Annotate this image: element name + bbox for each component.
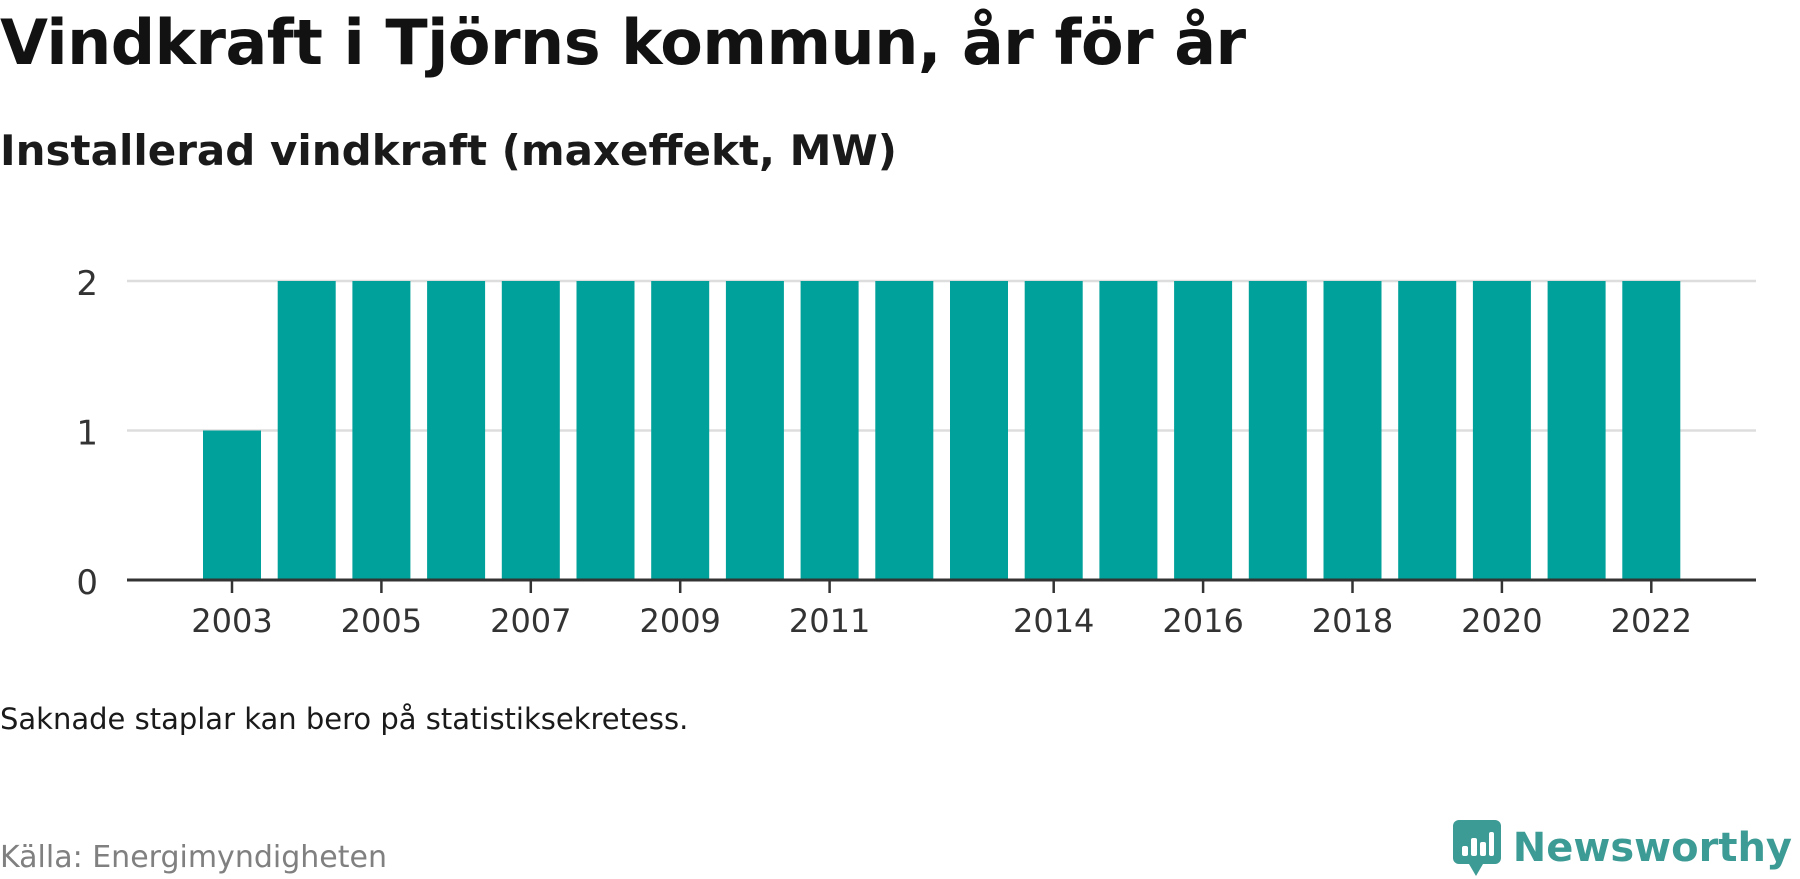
y-tick-labels: 0 1 2 (76, 264, 98, 603)
bar-2016 (1174, 281, 1233, 580)
chart-subtitle: Installerad vindkraft (maxeffekt, MW) (0, 126, 897, 175)
x-tick-label: 2020 (1461, 602, 1542, 640)
bar-2009 (651, 281, 710, 580)
bar-2006 (427, 281, 486, 580)
x-tick-label: 2018 (1312, 602, 1393, 640)
y-tick-label: 1 (76, 414, 98, 454)
x-tick-label: 2016 (1162, 602, 1243, 640)
bar-2011 (800, 281, 859, 580)
bars (203, 281, 1681, 580)
bar-2022 (1622, 281, 1681, 580)
bar-2007 (501, 281, 560, 580)
bar-2005 (352, 281, 411, 580)
bar-2021 (1547, 281, 1606, 580)
axes (127, 578, 1756, 593)
bar-2014 (1024, 281, 1083, 580)
x-tick-label: 2005 (341, 602, 422, 640)
bar-2020 (1472, 281, 1531, 580)
bar-2017 (1248, 281, 1307, 580)
bar-2018 (1323, 281, 1382, 580)
source-credit: Källa: Energimyndigheten (0, 840, 387, 875)
bar-chart: 0 1 2 2003 2005 2007 2009 2011 2014 2016 2018 2020… (76, 264, 1756, 640)
x-tick-label: 2003 (191, 602, 272, 640)
bar-2013 (950, 281, 1008, 580)
y-tick-label: 0 (76, 563, 98, 603)
x-tick-label: 2011 (789, 602, 870, 640)
bar-2008 (576, 281, 635, 580)
footnote: Saknade staplar kan bero på statistiksek… (0, 702, 689, 736)
brand-name: Newsworthy (1512, 825, 1792, 871)
bar-2003 (203, 430, 261, 580)
y-tick-label: 2 (76, 264, 98, 304)
x-tick-label: 2014 (1013, 602, 1094, 640)
newsworthy-logo: Newsworthy (1452, 818, 1792, 878)
chart-title: Vindkraft i Tjörns kommun, år för år (0, 6, 1246, 79)
bar-2015 (1099, 281, 1158, 580)
bar-2004 (277, 281, 336, 580)
bar-2019 (1398, 281, 1457, 580)
x-tick-label: 2009 (639, 602, 720, 640)
x-tick-label: 2007 (490, 602, 571, 640)
bar-2012 (875, 281, 934, 580)
bar-2010 (725, 281, 784, 580)
newsworthy-logo-icon (1452, 820, 1501, 876)
x-tick-label: 2022 (1611, 602, 1692, 640)
x-tick-labels: 2003 2005 2007 2009 2011 2014 2016 2018 2020 2022 (191, 602, 1692, 640)
